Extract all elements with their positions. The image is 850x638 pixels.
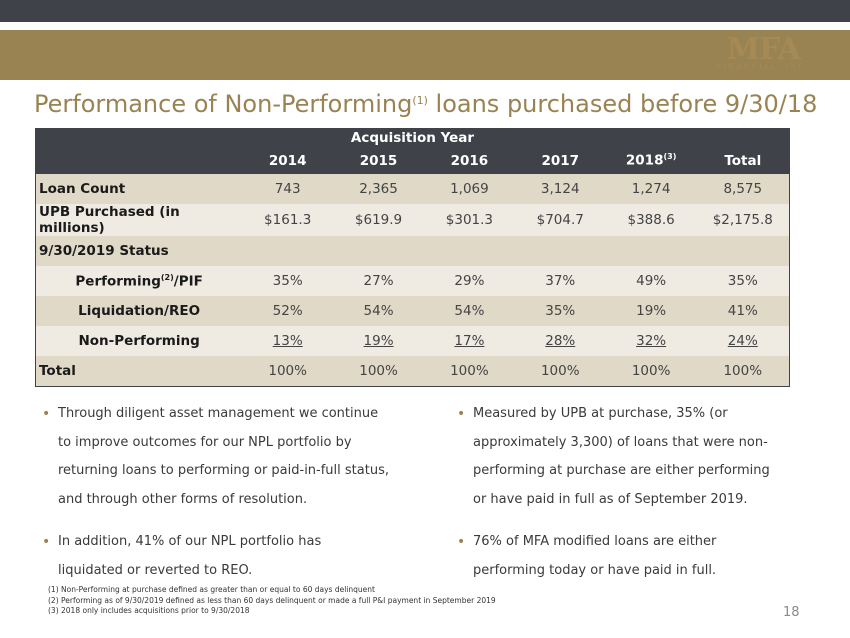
slide-title: Performance of Non-Performing(1) loans p… <box>34 90 817 118</box>
table-cell: 35% <box>696 266 790 296</box>
table-cell: $2,175.8 <box>696 204 790 236</box>
col-header-footnote-ref: (3) <box>663 152 677 162</box>
table-cell: 100% <box>242 356 334 387</box>
col-header-label: 2018 <box>625 152 664 169</box>
title-rest: loans purchased before 9/30/18 <box>427 90 818 118</box>
page-number: 18 <box>783 605 800 620</box>
table-cell: 100% <box>696 356 790 387</box>
header-gold-bar <box>0 30 850 80</box>
logo-mark: MFA <box>726 32 801 67</box>
title-footnote-ref: (1) <box>412 94 428 107</box>
table-row-loan-count: Loan Count 743 2,365 1,069 3,124 1,274 8… <box>35 174 790 204</box>
table-cell: $301.3 <box>423 204 515 236</box>
table-cell: $161.3 <box>242 204 334 236</box>
table-cell: 24% <box>696 326 790 356</box>
row-label-footnote-ref: (2) <box>160 272 174 282</box>
bullet-item: • Measured by UPB at purchase, 35% (or ap… <box>455 400 785 514</box>
table-cell: 35% <box>242 266 334 296</box>
table-group-header-row: Acquisition Year <box>35 128 790 147</box>
bullet-text: Through diligent asset management we con… <box>58 406 389 507</box>
table-cell: 54% <box>423 296 515 326</box>
footnote: (1) Non-Performing at purchase defined a… <box>48 585 375 594</box>
table-row-status-header: 9/30/2019 Status <box>35 236 790 266</box>
table-cell: $619.9 <box>333 204 424 236</box>
bullet-dot-icon: • <box>42 406 51 422</box>
table-cell: $388.6 <box>605 204 697 236</box>
row-label-text: Performing <box>75 273 161 290</box>
table-cell: 29% <box>423 266 515 296</box>
table-column-header-row: 2014 2015 2016 2017 2018(3) Total <box>35 147 790 174</box>
top-dark-bar <box>0 0 850 22</box>
row-label: 9/30/2019 Status <box>35 236 243 266</box>
bullet-item: • Through diligent asset management we co… <box>40 400 390 514</box>
table-cell: 100% <box>605 356 697 387</box>
table-cell: 100% <box>333 356 424 387</box>
table-cell: 100% <box>514 356 606 387</box>
header-blank <box>35 147 243 174</box>
col-header-2018: 2018(3) <box>605 147 697 174</box>
col-header: Total <box>696 147 790 174</box>
row-label: Non-Performing <box>35 326 243 356</box>
right-bullet-list: • Measured by UPB at purchase, 35% (or ap… <box>455 400 785 599</box>
col-header: 2015 <box>333 147 424 174</box>
bullet-dot-icon: • <box>42 534 51 550</box>
col-header: 2016 <box>423 147 515 174</box>
table-cell: 19% <box>605 296 697 326</box>
table-row-liquidation: Liquidation/REO 52% 54% 54% 35% 19% 41% <box>35 296 790 326</box>
table-cell: 37% <box>514 266 606 296</box>
table-cell: 27% <box>333 266 424 296</box>
row-label: Total <box>35 356 243 387</box>
title-main: Performance of Non-Performing <box>34 90 413 118</box>
footnote: (3) 2018 only includes acquisitions prio… <box>48 606 250 615</box>
table-cell: 1,069 <box>423 174 515 204</box>
table-cell: 17% <box>423 326 515 356</box>
row-label: Liquidation/REO <box>35 296 243 326</box>
table-cell: 19% <box>333 326 424 356</box>
table-cell: 54% <box>333 296 424 326</box>
table-cell: 1,274 <box>605 174 697 204</box>
row-label: Performing(2)/PIF <box>35 266 243 296</box>
col-header: 2014 <box>242 147 334 174</box>
bullet-text: Measured by UPB at purchase, 35% (or app… <box>473 406 770 507</box>
table-row-nonperforming: Non-Performing 13% 19% 17% 28% 32% 24% <box>35 326 790 356</box>
left-bullet-list: • Through diligent asset management we co… <box>40 400 390 599</box>
table-cell: $704.7 <box>514 204 606 236</box>
table-row-upb: UPB Purchased (in millions) $161.3 $619.… <box>35 204 790 236</box>
table-cell: 13% <box>242 326 334 356</box>
table-cell: 52% <box>242 296 334 326</box>
table-cell: 100% <box>423 356 515 387</box>
table-cell: 41% <box>696 296 790 326</box>
group-header: Acquisition Year <box>35 128 790 147</box>
bullet-dot-icon: • <box>457 534 466 550</box>
footnotes: (1) Non-Performing at purchase defined a… <box>48 585 496 617</box>
table-row-performing: Performing(2)/PIF 35% 27% 29% 37% 49% 35… <box>35 266 790 296</box>
bullet-text: 76% of MFA modified loans are either per… <box>473 534 717 578</box>
table-cell: 32% <box>605 326 697 356</box>
table-row-total: Total 100% 100% 100% 100% 100% 100% <box>35 356 790 387</box>
table-cell: 743 <box>242 174 334 204</box>
bullet-item: • In addition, 41% of our NPL portfolio h… <box>40 528 390 585</box>
npl-performance-table: Acquisition Year 2014 2015 2016 2017 201… <box>35 128 790 387</box>
table-cell: 35% <box>514 296 606 326</box>
table-cell: 3,124 <box>514 174 606 204</box>
footnote: (2) Performing as of 9/30/2019 defined a… <box>48 595 496 605</box>
bullet-item: • 76% of MFA modified loans are either pe… <box>455 528 785 585</box>
bullet-dot-icon: • <box>457 406 466 422</box>
table-cell: 49% <box>605 266 697 296</box>
bullet-text: In addition, 41% of our NPL portfolio ha… <box>58 534 322 578</box>
row-label: Loan Count <box>35 174 243 204</box>
table-cell: 8,575 <box>696 174 790 204</box>
row-label-suffix: /PIF <box>173 273 203 290</box>
col-header: 2017 <box>514 147 606 174</box>
mfa-logo: MFA FINANCIAL, INC. <box>717 32 810 71</box>
table-cell: 28% <box>514 326 606 356</box>
table-cell: 2,365 <box>333 174 424 204</box>
logo-subtitle: FINANCIAL, INC. <box>716 63 810 71</box>
row-label: UPB Purchased (in millions) <box>35 204 243 236</box>
